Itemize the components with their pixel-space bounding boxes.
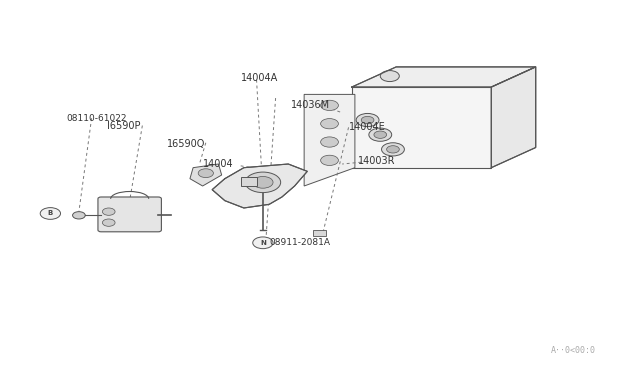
Text: 14036M: 14036M bbox=[291, 100, 331, 110]
Polygon shape bbox=[190, 164, 221, 186]
Polygon shape bbox=[352, 67, 536, 87]
Circle shape bbox=[369, 128, 392, 141]
Circle shape bbox=[380, 71, 399, 81]
Circle shape bbox=[72, 212, 85, 219]
FancyBboxPatch shape bbox=[313, 230, 326, 236]
FancyBboxPatch shape bbox=[98, 197, 161, 232]
Circle shape bbox=[361, 116, 374, 124]
Text: 14003R: 14003R bbox=[358, 156, 396, 166]
Text: N: N bbox=[260, 240, 266, 246]
Text: 14004: 14004 bbox=[203, 159, 233, 169]
Circle shape bbox=[321, 137, 339, 147]
Circle shape bbox=[321, 155, 339, 166]
Circle shape bbox=[198, 169, 213, 177]
Polygon shape bbox=[241, 177, 257, 186]
Circle shape bbox=[40, 208, 61, 219]
Polygon shape bbox=[492, 67, 536, 168]
Text: B: B bbox=[48, 211, 53, 217]
Text: A··0<00:0: A··0<00:0 bbox=[551, 346, 596, 355]
Text: 08911‑2081A: 08911‑2081A bbox=[269, 238, 330, 247]
Circle shape bbox=[374, 131, 387, 138]
Text: 14004A: 14004A bbox=[241, 73, 278, 83]
Polygon shape bbox=[304, 94, 355, 186]
Circle shape bbox=[356, 113, 379, 126]
Circle shape bbox=[321, 100, 339, 110]
Text: 16590Q: 16590Q bbox=[166, 139, 205, 149]
Circle shape bbox=[102, 208, 115, 215]
Polygon shape bbox=[212, 164, 307, 208]
Text: 08110‑61022: 08110‑61022 bbox=[66, 114, 127, 123]
Circle shape bbox=[381, 143, 404, 156]
Circle shape bbox=[253, 176, 273, 188]
Circle shape bbox=[245, 172, 281, 193]
Text: I6590P: I6590P bbox=[108, 121, 141, 131]
Circle shape bbox=[387, 146, 399, 153]
Circle shape bbox=[321, 119, 339, 129]
Text: 14004E: 14004E bbox=[349, 122, 385, 132]
FancyBboxPatch shape bbox=[352, 87, 492, 168]
Circle shape bbox=[253, 237, 273, 248]
Circle shape bbox=[102, 219, 115, 226]
